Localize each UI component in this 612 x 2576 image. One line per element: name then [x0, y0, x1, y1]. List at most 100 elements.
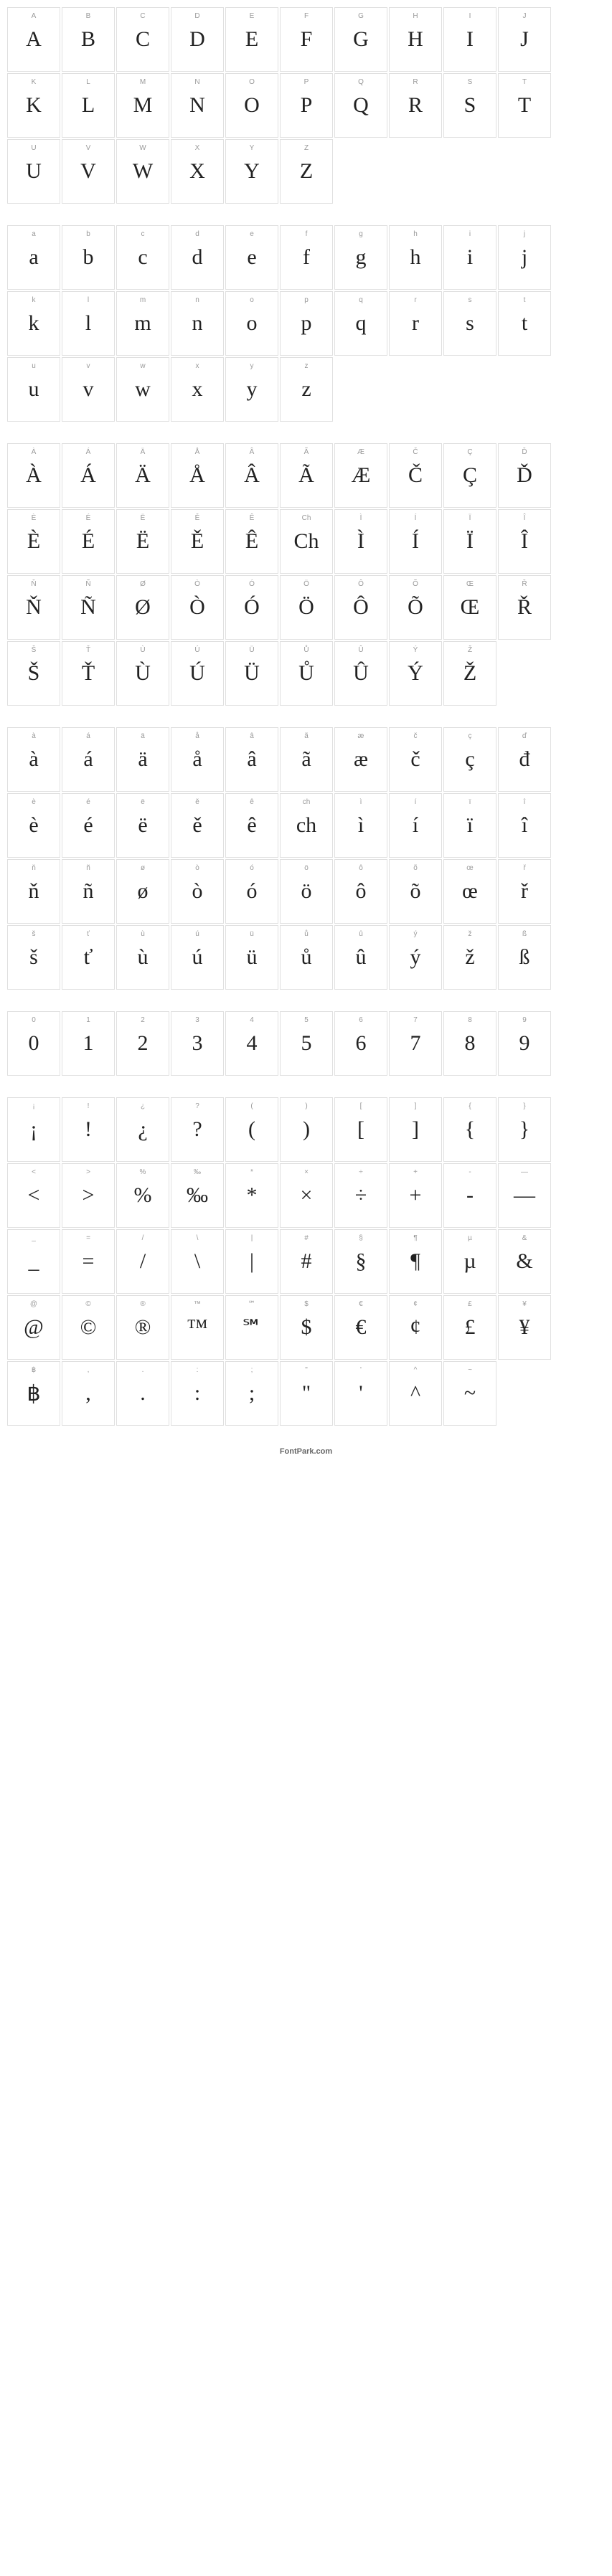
- glyph-label: ?: [195, 1102, 199, 1110]
- glyph-cell: œœ: [443, 859, 496, 924]
- glyph-cell: ÁÁ: [62, 443, 115, 508]
- glyph-label: |: [251, 1234, 253, 1242]
- glyph-char: µ: [463, 1249, 476, 1274]
- glyph-char: ñ: [83, 879, 94, 904]
- glyph-char: ": [302, 1381, 311, 1406]
- glyph-label: Ü: [249, 646, 254, 654]
- glyph-char: ×: [301, 1183, 313, 1208]
- glyph-cell: êê: [225, 793, 278, 858]
- glyph-label: ¿: [141, 1102, 145, 1110]
- glyph-label: Ř: [522, 580, 527, 588]
- glyph-char: ‰: [187, 1183, 208, 1208]
- glyph-label: T: [522, 78, 527, 86]
- glyph-char: Q: [353, 93, 369, 118]
- glyph-label: ä: [141, 732, 145, 740]
- glyph-label: ú: [195, 930, 199, 938]
- glyph-char: Ù: [135, 661, 151, 686]
- glyph-char: ;: [249, 1381, 255, 1406]
- glyph-cell: dd: [171, 225, 224, 290]
- glyph-cell: èè: [7, 793, 60, 858]
- glyph-char: M: [133, 93, 153, 118]
- glyph-label: À: [32, 448, 37, 456]
- glyph-cell: ChCh: [280, 509, 333, 574]
- glyph-char: m: [134, 311, 151, 336]
- glyph-cell: ââ: [225, 727, 278, 792]
- glyph-cell: }}: [498, 1097, 551, 1162]
- glyph-label: S: [468, 78, 473, 86]
- glyph-cell: nn: [171, 291, 224, 356]
- glyph-cell: áá: [62, 727, 115, 792]
- glyph-label: ~: [468, 1366, 472, 1374]
- glyph-cell: žž: [443, 925, 496, 990]
- glyph-char: f: [303, 245, 310, 270]
- glyph-char: Î: [521, 529, 528, 554]
- glyph-cell: ++: [389, 1163, 442, 1228]
- glyph-cell: üü: [225, 925, 278, 990]
- glyph-cell: ~~: [443, 1361, 496, 1426]
- glyph-char: F: [301, 27, 313, 52]
- glyph-label: ¶: [413, 1234, 417, 1242]
- glyph-char: å: [192, 747, 202, 772]
- glyph-label: ': [360, 1366, 362, 1374]
- glyph-char: Ď: [517, 463, 532, 488]
- glyph-cell: ÓÓ: [225, 575, 278, 640]
- glyph-cell: gg: [334, 225, 387, 290]
- glyph-char: 9: [519, 1031, 530, 1056]
- glyph-char: 7: [410, 1031, 421, 1056]
- glyph-label: ť: [87, 930, 90, 938]
- glyph-cell: řř: [498, 859, 551, 924]
- glyph-label: ï: [469, 798, 471, 806]
- glyph-char: ¶: [410, 1249, 420, 1274]
- glyph-char: e: [247, 245, 256, 270]
- glyph-cell: ää: [116, 727, 169, 792]
- glyph-char: £: [465, 1315, 476, 1340]
- glyph-label: Ň: [31, 580, 36, 588]
- glyph-label: Ø: [140, 580, 146, 588]
- section-symbols: ¡¡!!¿¿??(())[[]]{{}}<<>>%%‰‰**××÷÷++--——…: [7, 1097, 605, 1426]
- glyph-cell: òò: [171, 859, 224, 924]
- glyph-char: Š: [28, 661, 40, 686]
- glyph-label: Å: [195, 448, 200, 456]
- glyph-label: O: [249, 78, 255, 86]
- glyph-label: Æ: [357, 448, 364, 456]
- glyph-char: Ø: [135, 595, 151, 620]
- glyph-label: 8: [468, 1016, 472, 1024]
- glyph-cell: ÌÌ: [334, 509, 387, 574]
- glyph-char: Œ: [461, 595, 480, 620]
- glyph-char: B: [81, 27, 95, 52]
- glyph-cell: "": [280, 1361, 333, 1426]
- glyph-cell: ℠℠: [225, 1295, 278, 1360]
- glyph-char: ü: [247, 945, 258, 970]
- glyph-char: Ë: [136, 529, 149, 554]
- glyph-label: Ť: [86, 646, 90, 654]
- glyph-cell: čč: [389, 727, 442, 792]
- glyph-label: ü: [250, 930, 254, 938]
- glyph-label: é: [86, 798, 90, 806]
- glyph-label: ô: [359, 864, 363, 872]
- glyph-label: š: [32, 930, 36, 938]
- glyph-label: d: [195, 230, 199, 238]
- glyph-char: ï: [467, 813, 473, 838]
- glyph-label: ù: [141, 930, 145, 938]
- glyph-label: \: [197, 1234, 199, 1242]
- glyph-char: đ: [519, 747, 530, 772]
- glyph-cell: ŮŮ: [280, 641, 333, 706]
- glyph-label: x: [196, 362, 199, 370]
- glyph-label: ö: [304, 864, 309, 872]
- glyph-char: o: [247, 311, 258, 336]
- glyph-label: ě: [195, 798, 199, 806]
- glyph-cell: ôô: [334, 859, 387, 924]
- glyph-cell: ýý: [389, 925, 442, 990]
- glyph-label: ch: [303, 798, 311, 806]
- glyph-label: ;: [251, 1366, 253, 1374]
- glyph-char: õ: [410, 879, 421, 904]
- glyph-cell: éé: [62, 793, 115, 858]
- glyph-cell: AA: [7, 7, 60, 72]
- glyph-label: ç: [469, 732, 472, 740]
- glyph-cell: xx: [171, 357, 224, 422]
- glyph-label: µ: [468, 1234, 472, 1242]
- glyph-char: î: [522, 813, 527, 838]
- glyph-char: ú: [192, 945, 203, 970]
- section-lower-accent: ààááääååââããææččççďđèèééëëěěêêchchììííïï…: [7, 727, 605, 990]
- glyph-cell: 44: [225, 1011, 278, 1076]
